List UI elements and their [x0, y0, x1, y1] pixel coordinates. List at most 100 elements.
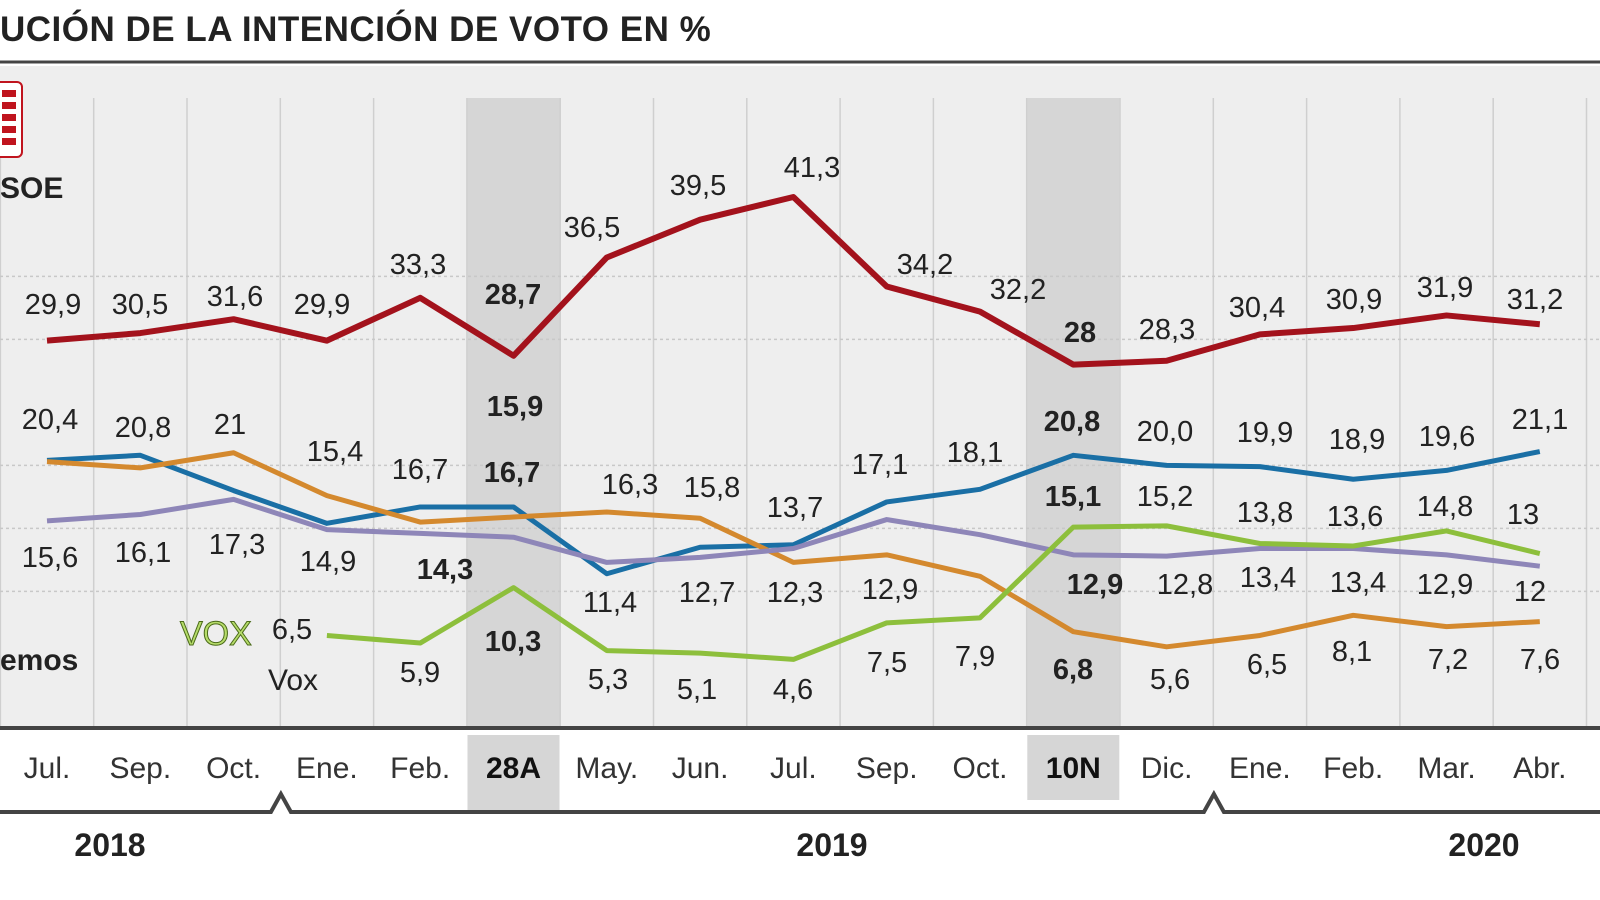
chart-title: UCIÓN DE LA INTENCIÓN DE VOTO EN %	[0, 10, 712, 49]
x-tick-label: May.	[575, 752, 638, 785]
data-label: 13,7	[767, 492, 823, 524]
plot-background	[0, 66, 1600, 726]
data-label: 41,3	[784, 152, 840, 184]
vox-logo-icon: VOX	[180, 615, 252, 653]
data-label: 12,8	[1157, 569, 1213, 601]
data-label: 19,9	[1237, 417, 1293, 449]
x-tick-label: Dic.	[1141, 752, 1193, 785]
data-label: 31,9	[1417, 272, 1473, 304]
data-label: 20,8	[115, 412, 171, 444]
data-label: 4,6	[773, 674, 813, 706]
x-tick-label: Abr.	[1513, 752, 1566, 785]
data-label: 21	[214, 409, 246, 441]
x-tick-label: 28A	[486, 752, 541, 785]
data-label: 13,6	[1327, 501, 1383, 533]
data-label: 30,4	[1229, 292, 1285, 324]
data-label: 12,9	[862, 574, 918, 606]
year-label-2020: 2020	[1448, 827, 1519, 863]
data-label: 15,1	[1045, 481, 1101, 513]
psoe-logo-mark	[2, 126, 16, 133]
data-label: 20,8	[1044, 406, 1100, 438]
highlight-label-bg-28A	[467, 735, 560, 810]
highlight-column-10N	[1027, 98, 1120, 726]
data-label: 18,9	[1329, 424, 1385, 456]
data-label: 16,7	[484, 457, 540, 489]
data-label: 18,1	[947, 437, 1003, 469]
series-series-2: 21 15,9 16,3 15,8 12,3 12,9 6,8 5,6 6,5 8,1 7,2 7,6	[46, 391, 1560, 696]
data-label: 34,2	[897, 249, 953, 281]
highlight-label-bg-10N	[1027, 735, 1120, 800]
data-label: 21,1	[1512, 404, 1568, 436]
year-label-2019: 2019	[796, 827, 867, 863]
psoe-logo-mark	[2, 114, 16, 121]
psoe-logo-mark	[2, 90, 16, 97]
data-label: 12,7	[679, 577, 735, 609]
x-tick-label: Feb.	[390, 752, 450, 785]
highlight-column-28A	[467, 98, 560, 726]
series-emos: 15,6 16,1 17,3 14,9 14,3 12,7 12,9 12,8 13,4 13,4…	[22, 496, 1546, 609]
data-label: 16,7	[392, 454, 448, 486]
x-tick-label: Feb.	[1323, 752, 1383, 785]
series-Vox: 6,5 5,9 10,3 5,3 5,1 4,6 7,5 7,9 15,1 15,2 13,8 13,…	[272, 481, 1541, 706]
x-tick-label: Jun.	[672, 752, 729, 785]
data-label: 30,9	[1326, 284, 1382, 316]
data-label: 28,3	[1139, 314, 1195, 346]
data-label: 6,5	[1247, 649, 1287, 681]
series-series-1: 20,4 20,8 15,4 16,7 16,7 11,4 13,7 17,1 18,1 20,8…	[22, 404, 1568, 619]
data-label: 11,4	[583, 587, 637, 619]
data-label: 36,5	[564, 212, 620, 244]
data-label: 7,2	[1428, 644, 1468, 676]
data-label: 15,6	[22, 542, 78, 574]
data-label: 33,3	[390, 249, 446, 281]
data-label: 7,9	[955, 641, 995, 673]
data-label: 12,9	[1067, 569, 1123, 601]
data-label: 17,3	[209, 529, 265, 561]
data-label: 7,6	[1520, 644, 1560, 676]
data-label: 15,4	[307, 436, 363, 468]
data-label: 12,3	[767, 577, 823, 609]
legend-label-psoe: SOE	[0, 172, 63, 205]
x-tick-label: Jul.	[24, 752, 71, 785]
x-tick-label: Ene.	[1229, 752, 1291, 785]
data-label: 20,0	[1137, 416, 1193, 448]
data-label: 29,9	[25, 289, 81, 321]
x-tick-label: Oct.	[952, 752, 1007, 785]
data-label: 39,5	[670, 170, 726, 202]
data-label: 12,9	[1417, 569, 1473, 601]
psoe-logo-mark	[2, 102, 16, 109]
x-tick-label: Sep.	[109, 752, 171, 785]
x-tick-label: 10N	[1046, 752, 1101, 785]
data-label: 14,8	[1417, 491, 1473, 523]
data-label: 28,7	[485, 279, 541, 311]
x-tick-label: Mar.	[1417, 752, 1475, 785]
data-label: 12	[1514, 576, 1546, 608]
data-label: 28	[1064, 317, 1096, 349]
series-SOE: 29,9 30,5 31,6 29,9 33,3 28,7 36,5 39,5 41,3 34,2…	[25, 152, 1563, 368]
data-label: 5,9	[400, 657, 440, 689]
data-label: 13,8	[1237, 497, 1293, 529]
data-label: 29,9	[294, 289, 350, 321]
data-label: 13,4	[1240, 562, 1296, 594]
data-label: 14,9	[300, 546, 356, 578]
data-label: 31,2	[1507, 284, 1563, 316]
data-label: 30,5	[112, 289, 168, 321]
data-label: 15,2	[1137, 481, 1193, 513]
data-label: 5,3	[588, 664, 628, 696]
data-label: 16,3	[602, 469, 658, 501]
psoe-logo-mark	[2, 138, 16, 145]
data-label: 31,6	[207, 281, 263, 313]
data-label: 7,5	[867, 647, 907, 679]
data-label: 6,5	[272, 614, 312, 646]
legend-label-podemos: emos	[0, 644, 78, 677]
data-label: 6,8	[1053, 654, 1093, 686]
data-label: 13,4	[1330, 567, 1386, 599]
legend-label-vox: Vox	[268, 664, 318, 697]
year-label-2018: 2018	[74, 827, 145, 863]
x-tick-label: Jul.	[770, 752, 817, 785]
x-tick-label: Ene.	[296, 752, 358, 785]
data-label: 15,9	[487, 391, 543, 423]
data-label: 14,3	[417, 554, 473, 586]
data-label: 8,1	[1332, 636, 1372, 668]
x-tick-label: Oct.	[206, 752, 261, 785]
